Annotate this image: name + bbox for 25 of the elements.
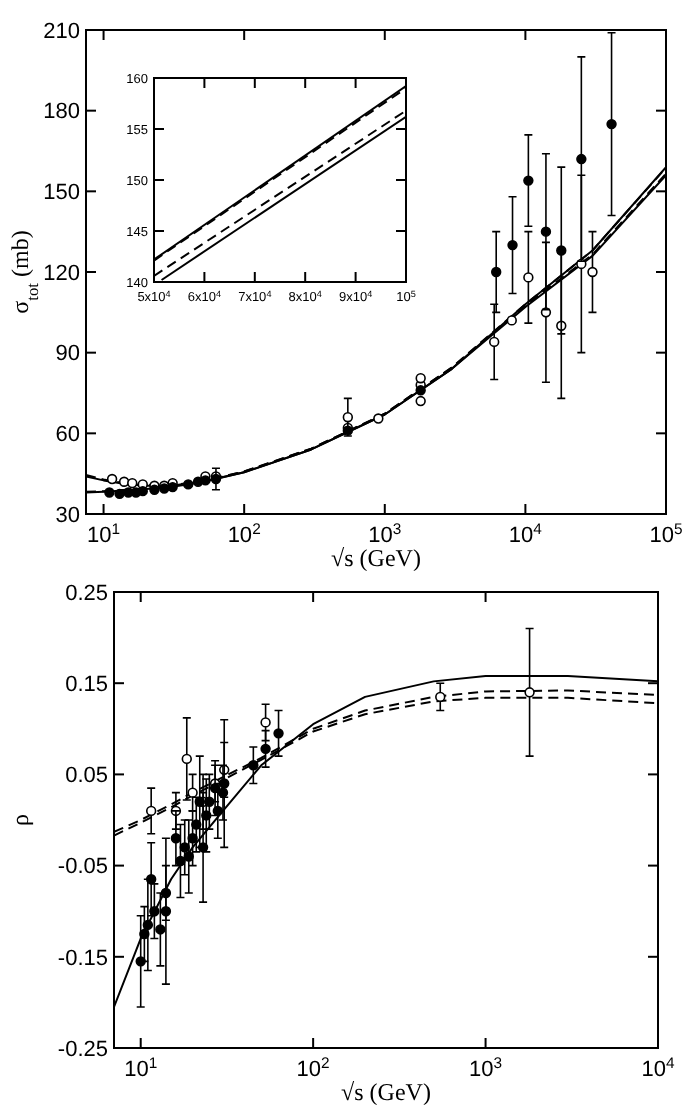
- y-tick-label: -0.15: [57, 946, 108, 971]
- y-tick-label: 0.05: [65, 764, 108, 789]
- x-tick-label: 10$^{2}$: [227, 519, 261, 548]
- x-tick-label: 10$^{3}$: [469, 1053, 503, 1082]
- x-tick-label: 10$^{4}$: [508, 519, 544, 548]
- y-tick-label: 30: [55, 503, 80, 528]
- y-tick-label: 120: [43, 261, 80, 286]
- y-tick-label: 60: [55, 423, 80, 448]
- y-axis-title: ρ: [6, 814, 34, 826]
- x-axis-title: √s (GeV): [341, 1078, 431, 1106]
- y-tick-label: 180: [43, 100, 80, 125]
- x-axis-title: √s (GeV): [331, 544, 421, 572]
- x-tick-label: 10$^{1}$: [87, 519, 121, 548]
- x-tick-label: 10$^{3}$: [368, 519, 402, 548]
- y-tick-label: 0.25: [65, 581, 108, 606]
- y-tick-label: -0.25: [57, 1037, 108, 1062]
- y-tick-label: 0.15: [65, 672, 108, 697]
- y-tick-label: 210: [43, 19, 80, 44]
- x-tick-label: 10$^{1}$: [124, 1053, 158, 1082]
- y-tick-label: 150: [43, 181, 80, 206]
- x-tick-label: 10$^{4}$: [641, 1053, 676, 1082]
- x-tick-label: 10$^{5}$: [649, 519, 682, 548]
- x-tick-label: 10$^{2}$: [296, 1053, 330, 1082]
- y-tick-label: -0.05: [57, 855, 108, 880]
- y-tick-label: 90: [55, 342, 80, 367]
